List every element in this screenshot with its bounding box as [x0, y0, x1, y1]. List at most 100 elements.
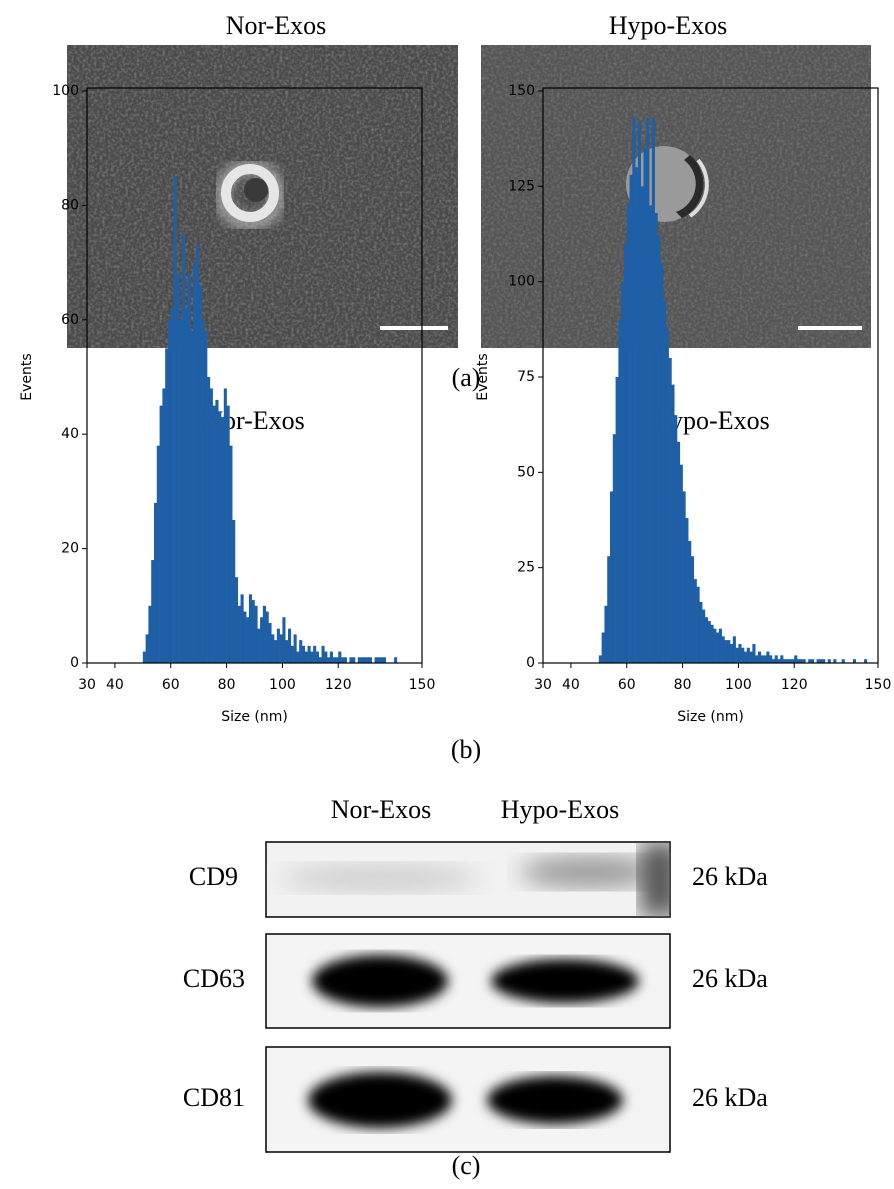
bar: [757, 651, 762, 663]
size-label: 26 kDa: [692, 862, 768, 891]
bar: [699, 601, 703, 663]
bar: [802, 659, 806, 663]
bar: [833, 659, 837, 663]
bar: [151, 560, 155, 663]
protein-label: CD63: [183, 964, 245, 993]
bar: [193, 262, 197, 663]
bar: [808, 659, 812, 663]
bar: [612, 434, 616, 663]
size-label: 26 kDa: [692, 964, 768, 993]
protein-label: CD81: [183, 1083, 245, 1112]
y-tick-label: 125: [508, 178, 535, 194]
size-label: 26 kDa: [692, 1083, 768, 1112]
blot-cd63: [265, 933, 671, 1029]
bar: [156, 445, 160, 663]
bar: [724, 640, 728, 663]
bar: [665, 327, 669, 663]
y-tick-label: 40: [61, 426, 79, 442]
bar: [329, 651, 333, 663]
bar: [635, 167, 639, 663]
x-tick-label: 30: [78, 677, 96, 693]
bar: [279, 634, 283, 663]
plot-frame: [86, 87, 423, 664]
bar: [671, 384, 675, 663]
bar: [226, 405, 230, 663]
bar: [179, 319, 183, 663]
bar: [382, 657, 387, 663]
bar: [646, 117, 650, 663]
x-tick-label: 80: [218, 677, 236, 693]
bar: [218, 411, 222, 663]
bar: [610, 491, 614, 663]
bar: [752, 643, 756, 663]
bar: [377, 657, 381, 663]
bar: [696, 586, 700, 663]
bar: [338, 651, 342, 663]
bar: [716, 632, 720, 663]
bar: [187, 274, 191, 663]
y-axis-label: Events: [475, 353, 491, 400]
bar: [357, 657, 361, 663]
bar: [268, 622, 272, 663]
bar: [707, 621, 711, 663]
bar: [643, 148, 647, 663]
bar: [288, 628, 292, 663]
bar: [310, 651, 314, 663]
bar: [799, 659, 803, 663]
bar: [771, 659, 776, 663]
bar: [685, 518, 689, 663]
bar: [343, 657, 347, 663]
bar: [335, 657, 339, 663]
bar: [682, 491, 686, 663]
bar: [159, 405, 163, 663]
x-axis-label: Size (nm): [221, 709, 288, 725]
bar: [598, 655, 602, 663]
bar: [749, 651, 753, 663]
bar: [165, 348, 169, 663]
x-tick-label: 40: [562, 677, 580, 693]
bar: [190, 331, 194, 663]
bar: [260, 617, 264, 663]
bar: [154, 502, 158, 663]
bar: [827, 659, 831, 663]
bar: [262, 605, 266, 663]
bar: [282, 617, 286, 663]
bar: [702, 609, 706, 663]
bar: [637, 121, 642, 664]
bar: [176, 274, 180, 663]
bar: [788, 659, 792, 663]
bar: [223, 388, 227, 663]
bar: [763, 655, 767, 663]
bar: [148, 605, 152, 663]
bar: [240, 594, 244, 663]
bar: [254, 605, 258, 663]
bar: [173, 176, 177, 664]
bar: [232, 520, 236, 663]
bar: [301, 645, 306, 663]
bar: [794, 655, 798, 663]
bar: [332, 657, 336, 663]
tem-image: [481, 45, 871, 348]
x-tick-label: 150: [865, 677, 892, 693]
y-tick-label: 75: [517, 369, 535, 385]
y-tick-label: 60: [61, 312, 79, 328]
x-tick-label: 80: [674, 677, 692, 693]
bar: [207, 377, 211, 663]
bar: [162, 388, 166, 663]
bar: [352, 657, 356, 663]
bar: [212, 405, 216, 663]
bar: [744, 651, 748, 663]
y-tick-label: 20: [61, 541, 79, 557]
bar: [363, 657, 367, 663]
bar: [822, 659, 826, 663]
bar: [257, 628, 261, 663]
bar: [755, 655, 759, 663]
bar: [324, 651, 328, 663]
bar: [237, 605, 241, 663]
bar: [766, 651, 770, 663]
bar: [621, 281, 625, 663]
bar: [607, 556, 611, 663]
bar: [713, 628, 717, 663]
